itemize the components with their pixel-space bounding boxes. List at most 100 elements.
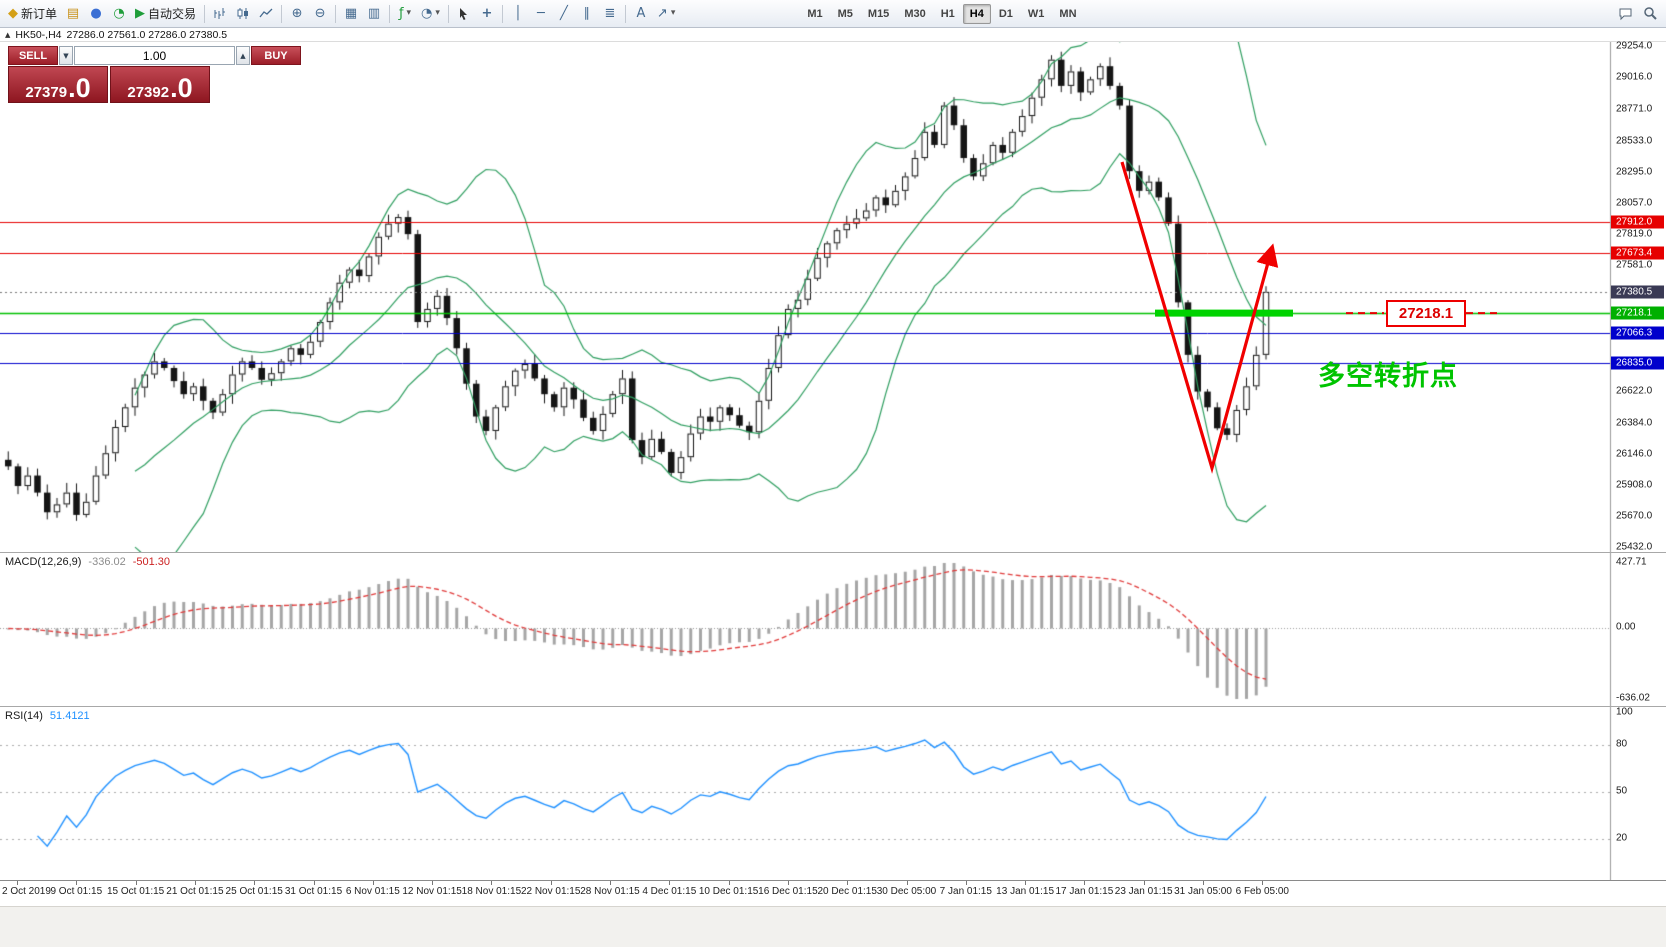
bottom-filler [0,906,1666,947]
macd-header: MACD(12,26,9) -336.02 -501.30 [5,556,170,568]
date-axis-tick [314,881,315,885]
macd-panel: MACD(12,26,9) -336.02 -501.30 [0,552,1666,707]
buy-price-base: 27392 [127,84,170,101]
macd-signal-value: -501.30 [132,556,171,568]
search-icon [1644,7,1657,20]
buy-price-big: .0 [170,73,193,104]
support-price-callout[interactable]: 27218.1 [1386,300,1466,327]
date-axis-tick [669,881,670,885]
rsi-canvas[interactable] [0,707,1666,881]
trendline-icon: ╱ [559,6,568,21]
arrow-tool-button[interactable]: ↗ ▾ [653,3,679,25]
volume-increase-button[interactable]: ▲ [236,46,250,65]
volume-decrease-button[interactable]: ▼ [59,46,73,65]
timeframe-button-m30[interactable]: M30 [897,4,932,24]
trend-reversal-arrow[interactable] [1120,161,1279,474]
auto-trading-button[interactable]: ▶ 自动交易 [131,3,200,25]
date-axis-tick [729,881,730,885]
date-axis-label: 31 Jan 05:00 [1174,886,1232,897]
volume-input[interactable] [74,46,235,65]
macd-canvas[interactable] [0,553,1666,707]
crosshair-tool-button[interactable]: + [476,3,498,25]
timeframe-button-h1[interactable]: H1 [934,4,962,24]
buy-price-button[interactable]: 27392.0 [110,66,210,103]
zoom-in-icon: ⊕ [291,6,303,21]
support-zone-thick-line[interactable] [1155,309,1293,317]
auto-trading-label: 自动交易 [148,7,197,21]
rsi-axis-label: 100 [1616,706,1633,718]
bar-chart-button[interactable] [209,3,231,25]
text-tool-icon: A [636,6,646,21]
cascade-windows-button[interactable]: ▥ [363,3,385,25]
date-axis-tick [1144,881,1145,885]
zoom-in-button[interactable]: ⊕ [286,3,308,25]
date-axis-label: 13 Jan 01:15 [996,886,1055,897]
timeframe-button-mn[interactable]: MN [1052,4,1083,24]
timeframe-button-m1[interactable]: M1 [800,4,829,24]
main-chart-canvas[interactable] [0,42,1666,552]
date-axis-tick [373,881,374,885]
profiles-icon: ● [90,6,102,21]
search-button[interactable] [1639,3,1662,25]
crosshair-icon: + [481,6,493,21]
timeframe-button-d1[interactable]: D1 [992,4,1020,24]
buy-button[interactable]: BUY [251,46,301,65]
tile-windows-button[interactable]: ▦ [340,3,362,25]
indicators-button[interactable]: ƒ ▾ [394,3,416,25]
scripts-button[interactable]: ◔ [108,3,130,25]
text-tool-button[interactable]: A [630,3,652,25]
zoom-out-button[interactable]: ⊖ [309,3,331,25]
chat-button[interactable] [1614,3,1637,25]
date-axis-tick [1262,881,1263,885]
timeframe-button-h4[interactable]: H4 [962,3,991,24]
chart-tab-symbol: HK50-,H4 [15,28,62,41]
date-axis-tick [432,881,433,885]
vertical-line-tool-button[interactable]: │ [507,3,529,25]
rsi-value: 51.4121 [49,710,90,722]
indicators-icon: ƒ [398,6,404,21]
price-axis-flag: 27066.3 [1611,326,1664,340]
date-axis-tick [1025,881,1026,885]
macd-axis-label: 427.71 [1616,556,1647,568]
chart-tab-ohlc: 27286.0 27561.0 27286.0 27380.5 [66,28,228,41]
horizontal-line-icon: ─ [536,6,545,21]
horizontal-line-tool-button[interactable]: ─ [530,3,552,25]
channel-tool-button[interactable]: ∥ [576,3,598,25]
macd-axis-label: -636.02 [1616,692,1650,704]
line-chart-button[interactable] [255,3,277,25]
market-watch-button[interactable]: ▤ [62,3,84,25]
time-axis[interactable] [0,880,1666,906]
new-order-icon: ◆ [8,6,18,21]
rsi-panel: RSI(14) 51.4121 [0,706,1666,881]
fibonacci-tool-button[interactable]: ≣ [599,3,621,25]
cursor-tool-button[interactable] [453,3,475,25]
date-axis-label: 2 Oct 2019 [2,886,51,897]
date-axis-tick [610,881,611,885]
date-axis-tick [1203,881,1204,885]
date-axis-label: 6 Feb 05:00 [1235,886,1289,897]
chart-tab[interactable]: ▲ HK50-,H4 27286.0 27561.0 27286.0 27380… [0,28,1666,42]
periods-button[interactable]: ◔ ▾ [417,3,444,25]
date-axis-label: 31 Oct 01:15 [284,886,343,897]
timeframe-button-w1[interactable]: W1 [1021,4,1052,24]
fibonacci-icon: ≣ [604,6,616,21]
price-axis-label: 29016.0 [1616,71,1653,83]
candlestick-chart-button[interactable] [232,3,254,25]
toolbar-separator [501,4,503,23]
sell-button[interactable]: SELL [8,46,58,65]
tab-arrow-icon: ▲ [5,30,11,39]
cursor-icon [460,7,468,20]
chevron-down-icon: ▾ [435,8,440,18]
market-watch-icon: ▤ [66,6,80,21]
main-chart-region: SELL ▼ ▲ BUY 27379.0 27392.0 27218.1 多空转… [0,42,1666,552]
trendline-tool-button[interactable]: ╱ [553,3,575,25]
timeframe-button-m15[interactable]: M15 [861,4,896,24]
new-order-button[interactable]: ◆ 新订单 [4,3,61,25]
timeframe-button-m5[interactable]: M5 [831,4,860,24]
price-axis-label: 25670.0 [1616,510,1653,522]
date-axis-tick [966,881,967,885]
profiles-button[interactable]: ● [85,3,107,25]
sell-price-button[interactable]: 27379.0 [8,66,108,103]
date-axis-tick [136,881,137,885]
